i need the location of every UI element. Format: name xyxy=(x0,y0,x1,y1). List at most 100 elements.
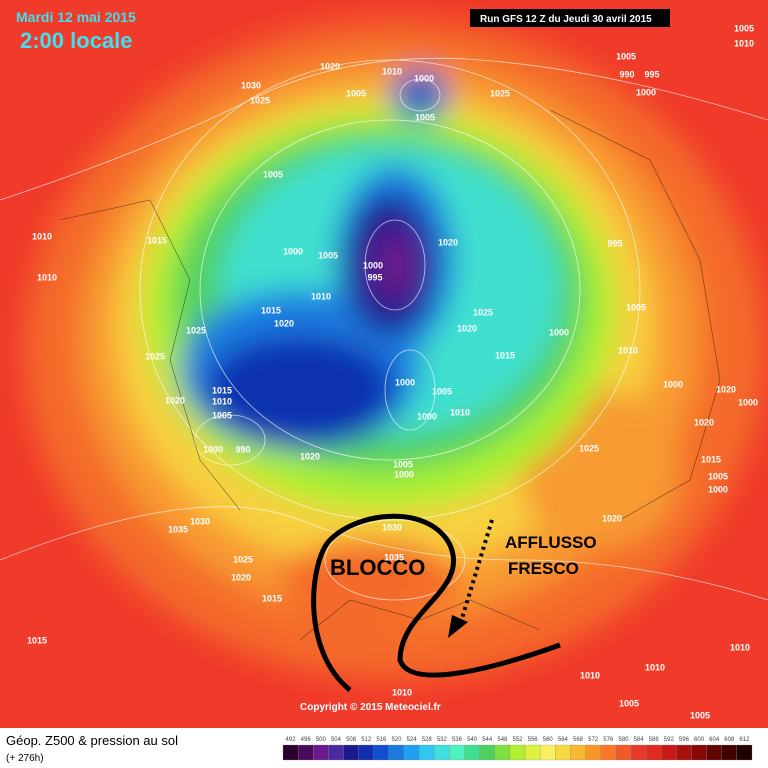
isobar-label: 1020 xyxy=(602,513,622,523)
isobar-label: 1025 xyxy=(250,95,270,105)
scale-label: 516 xyxy=(376,737,387,743)
isobar-label: 1025 xyxy=(490,88,510,98)
scale-label: 600 xyxy=(694,737,705,743)
isobar-label: 1020 xyxy=(274,318,294,328)
scale-swatch xyxy=(509,744,526,761)
isobar-label: 1000 xyxy=(414,73,434,83)
isobars xyxy=(0,57,768,601)
scale-swatch xyxy=(570,744,586,761)
isobar-label: 995 xyxy=(607,238,622,248)
isobar-label: 1010 xyxy=(32,231,52,241)
scale-swatch xyxy=(600,744,616,761)
scale-label: 592 xyxy=(664,737,675,743)
scale-label: 528 xyxy=(422,737,433,743)
scale-label: 544 xyxy=(482,737,493,743)
isobar-label: 1000 xyxy=(395,377,415,387)
isobar-label: 1000 xyxy=(394,469,414,479)
scale-label: 576 xyxy=(603,737,614,743)
isobar-label: 1005 xyxy=(708,471,728,481)
isobar-label: 1005 xyxy=(318,250,338,260)
isobar-label: 1030 xyxy=(241,80,261,90)
isobar-label: 1005 xyxy=(690,710,710,720)
scale-label: 512 xyxy=(361,737,372,743)
geopotential-field xyxy=(25,20,765,680)
isobar-label: 1010 xyxy=(734,38,754,48)
isobar-label: 1005 xyxy=(346,88,366,98)
isobar-label: 1025 xyxy=(579,443,599,453)
coastlines xyxy=(59,109,721,641)
scale-label: 540 xyxy=(467,737,478,743)
isobar-label: 1005 xyxy=(393,459,413,469)
scale-swatch xyxy=(630,744,647,761)
scale-label: 500 xyxy=(316,737,327,743)
scale-label: 524 xyxy=(407,737,418,743)
isobar-label: 1030 xyxy=(382,522,402,532)
isobar-label: 1010 xyxy=(645,662,665,672)
isobar-label: 1000 xyxy=(663,379,683,389)
scale-label: 548 xyxy=(497,737,508,743)
isobar-label: 1025 xyxy=(186,325,206,335)
isobar-label: 1010 xyxy=(212,396,232,406)
isobar-label: 1015 xyxy=(701,454,721,464)
scale-swatch xyxy=(691,744,707,761)
scale-swatch xyxy=(585,744,601,761)
scale-swatch xyxy=(282,744,299,761)
isobar-label: 1005 xyxy=(432,386,452,396)
scale-swatch xyxy=(343,744,359,761)
scale-swatch xyxy=(721,744,738,761)
scale-swatch xyxy=(297,744,314,761)
isobar-label: 1000 xyxy=(636,87,656,97)
isobar-label: 1025 xyxy=(145,351,165,361)
scale-label: 556 xyxy=(528,737,539,743)
isobar-label: 1010 xyxy=(37,272,57,282)
scale-swatch xyxy=(555,744,571,761)
scale-swatch xyxy=(434,744,450,761)
scale-label: 532 xyxy=(437,737,448,743)
scale-label: 608 xyxy=(724,737,735,743)
scale-label: 572 xyxy=(588,737,599,743)
scale-label: 612 xyxy=(739,737,750,743)
isobar-label: 1020 xyxy=(320,61,340,71)
scale-label: 504 xyxy=(331,737,342,743)
isobar-label: 1010 xyxy=(450,407,470,417)
isobar-label: 1010 xyxy=(311,291,331,301)
run-box xyxy=(470,9,670,27)
isobar-label: 1005 xyxy=(415,112,435,122)
isobar-label: 995 xyxy=(367,272,382,282)
isobar-label: 1000 xyxy=(363,260,383,270)
scale-label: 596 xyxy=(679,737,690,743)
scale-swatch xyxy=(373,744,390,761)
color-scale: 492 496 500 504 508 512 516 520 524 528 532 536 540 5… xyxy=(282,737,753,761)
isobar-label: 1000 xyxy=(738,397,758,407)
scale-swatch xyxy=(540,744,556,761)
date: Mardi 12 mai 2015 xyxy=(16,9,136,25)
scale-label: 580 xyxy=(618,737,629,743)
isobar-label: 1005 xyxy=(616,51,636,61)
scale-label: 496 xyxy=(301,737,312,743)
isobar-label: 1005 xyxy=(619,698,639,708)
isobar-label: 990 xyxy=(619,69,634,79)
isobar-label: 1010 xyxy=(580,670,600,680)
scale-label: 536 xyxy=(452,737,463,743)
block-annotation: BLOCCO AFFLUSSO FRESCO xyxy=(311,513,597,692)
scale-swatch xyxy=(706,744,722,761)
footer-title: Géop. Z500 & pression au sol xyxy=(6,733,178,748)
scale-swatch xyxy=(419,744,435,761)
isobar-label: 1015 xyxy=(495,350,515,360)
isobar-label: 1025 xyxy=(473,307,493,317)
scale-label: 588 xyxy=(649,737,660,743)
scale-swatch xyxy=(449,744,465,761)
isobar-label: 1030 xyxy=(190,516,210,526)
scale-swatch xyxy=(313,744,329,761)
isobar-label: 1005 xyxy=(626,302,646,312)
time: 2:00 locale xyxy=(20,28,133,53)
scale-label: 604 xyxy=(709,737,720,743)
scale-swatch xyxy=(615,744,632,761)
isobar-label: 1020 xyxy=(438,237,458,247)
isobar-label: 1000 xyxy=(283,246,303,256)
scale-swatch xyxy=(736,744,753,761)
isobar-label: 1000 xyxy=(708,484,728,494)
inflow-label: FRESCO xyxy=(508,559,579,578)
